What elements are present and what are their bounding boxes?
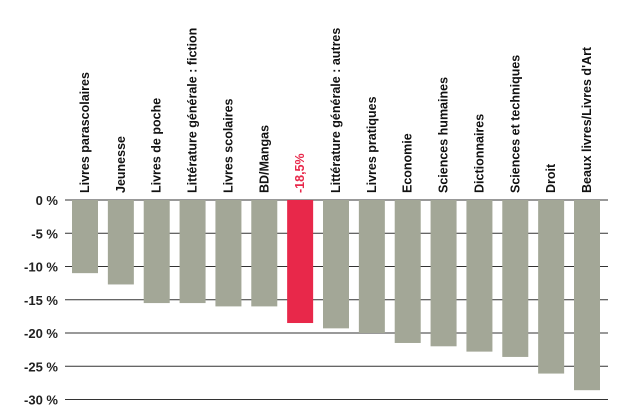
category-label: Economie (401, 133, 415, 193)
bar (574, 200, 600, 391)
y-tick-label: -5 % (31, 226, 58, 241)
y-tick-label: -10 % (24, 260, 58, 275)
category-label: Littérature générale : autres (329, 28, 343, 193)
bar (502, 200, 529, 357)
bar (251, 200, 278, 307)
category-label: Livres parascolaires (78, 72, 92, 193)
category-label: BD/Mangas (257, 125, 271, 193)
bars (72, 200, 600, 391)
bar (538, 200, 565, 374)
y-tick-label: -30 % (24, 393, 58, 408)
y-axis-tick-labels: 0 % -5 % -10 % -15 % -20 % -25 % -30 % (24, 193, 58, 408)
bar (287, 200, 314, 324)
y-tick-label: -15 % (24, 293, 58, 308)
bar (179, 200, 206, 304)
bar (358, 200, 385, 333)
bar (107, 200, 134, 285)
data-label: -18,5% (293, 153, 307, 193)
bar (430, 200, 457, 347)
category-label: Droit (544, 163, 558, 193)
category-label: Dictionnaires (472, 114, 486, 193)
bar (394, 200, 421, 343)
y-tick-label: 0 % (36, 193, 59, 208)
bar (215, 200, 242, 307)
category-label: Livres scolaires (221, 98, 235, 193)
y-tick-label: -20 % (24, 326, 58, 341)
bar (323, 200, 349, 329)
category-label: Sciences humaines (437, 77, 451, 193)
category-label: Livres de poche (150, 98, 164, 193)
bar (143, 200, 170, 304)
category-label: Livres pratiques (365, 96, 379, 193)
category-labels: Livres parascolaires Jeunesse Livres de po… (78, 28, 594, 193)
category-label: Sciences et techniques (508, 55, 522, 193)
category-label: Littérature générale : fiction (186, 28, 200, 193)
y-tick-label: -25 % (24, 359, 58, 374)
category-label: Beaux livres/Livres d'Art (580, 46, 594, 193)
category-label: Jeunesse (114, 136, 128, 193)
bar (466, 200, 493, 352)
bar (72, 200, 98, 274)
